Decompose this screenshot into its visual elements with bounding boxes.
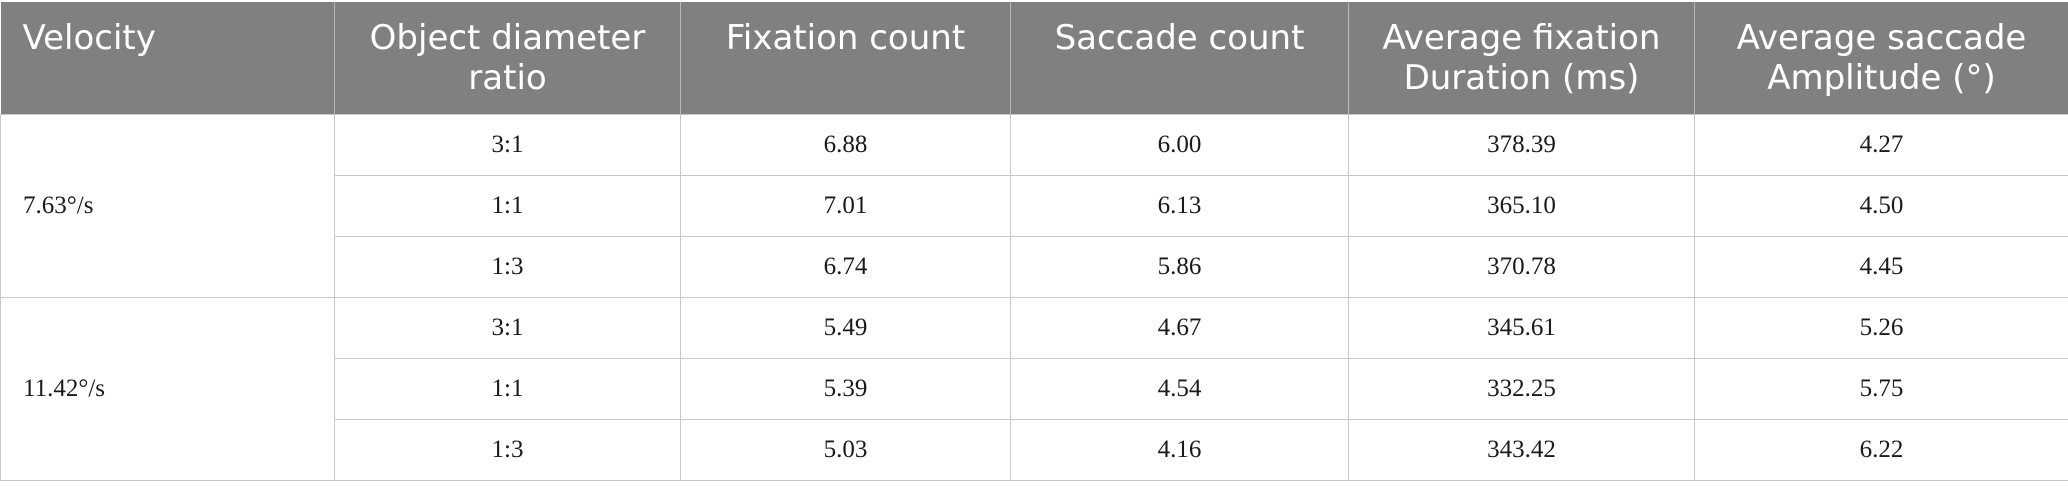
table-row: 7.63°/s 3:1 6.88 6.00 378.39 4.27 xyxy=(0,113,2068,298)
header-saccade-count: Saccade count xyxy=(1010,2,1349,114)
table-header: Velocity Object diameter ratio Fixation … xyxy=(0,2,2068,114)
table-body: 7.63°/s 3:1 6.88 6.00 378.39 4.27 1:1 7.… xyxy=(0,113,2068,481)
header-velocity: Velocity xyxy=(0,2,335,114)
fixation-count-cell: 6.88 xyxy=(680,113,1011,176)
saccade-count-cell: 6.13 xyxy=(1010,174,1349,237)
header-average-saccade-amplitude: Average saccade Amplitude (°) xyxy=(1694,2,2068,114)
header-row: Velocity Object diameter ratio Fixation … xyxy=(0,2,2068,114)
saccade-count-cell: 4.67 xyxy=(1010,296,1349,359)
ratio-cell: 3:1 xyxy=(334,296,681,359)
saccade-amplitude-cell: 4.27 xyxy=(1694,113,2068,176)
table-row: 11.42°/s 3:1 5.49 4.67 345.61 5.26 xyxy=(0,296,2068,481)
ratio-cell: 1:3 xyxy=(334,235,681,298)
saccade-amplitude-cell: 5.26 xyxy=(1694,296,2068,359)
fixation-count-cell: 7.01 xyxy=(680,174,1011,237)
table-row: 1:3 5.03 4.16 343.42 6.22 xyxy=(1,418,2068,481)
data-table: Velocity Object diameter ratio Fixation … xyxy=(0,2,2068,481)
fixation-duration-cell: 378.39 xyxy=(1348,113,1695,176)
fixation-duration-cell: 370.78 xyxy=(1348,235,1695,298)
ratio-cell: 1:1 xyxy=(334,357,681,420)
fixation-duration-cell: 365.10 xyxy=(1348,174,1695,237)
saccade-count-cell: 5.86 xyxy=(1010,235,1349,298)
header-fixation-count: Fixation count xyxy=(680,2,1011,114)
fixation-duration-cell: 343.42 xyxy=(1348,418,1695,481)
ratio-cell: 1:3 xyxy=(334,418,681,481)
table-row: 1:1 5.39 4.54 332.25 5.75 xyxy=(1,357,2068,420)
saccade-amplitude-cell: 6.22 xyxy=(1694,418,2068,481)
fixation-count-cell: 6.74 xyxy=(680,235,1011,298)
header-object-diameter-ratio: Object diameter ratio xyxy=(334,2,681,114)
fixation-duration-cell: 345.61 xyxy=(1348,296,1695,359)
fixation-count-cell: 5.49 xyxy=(680,296,1011,359)
ratio-cell: 3:1 xyxy=(334,113,681,176)
saccade-count-cell: 4.16 xyxy=(1010,418,1349,481)
saccade-amplitude-cell: 4.50 xyxy=(1694,174,2068,237)
velocity-cell: 7.63°/s xyxy=(0,113,335,298)
saccade-count-cell: 4.54 xyxy=(1010,357,1349,420)
saccade-count-cell: 6.00 xyxy=(1010,113,1349,176)
table-row: 1:3 6.74 5.86 370.78 4.45 xyxy=(1,235,2068,298)
ratio-cell: 1:1 xyxy=(334,174,681,237)
header-average-fixation-duration: Average fixation Duration (ms) xyxy=(1348,2,1695,114)
fixation-count-cell: 5.03 xyxy=(680,418,1011,481)
velocity-cell: 11.42°/s xyxy=(0,296,335,481)
saccade-amplitude-cell: 4.45 xyxy=(1694,235,2068,298)
fixation-duration-cell: 332.25 xyxy=(1348,357,1695,420)
fixation-count-cell: 5.39 xyxy=(680,357,1011,420)
saccade-amplitude-cell: 5.75 xyxy=(1694,357,2068,420)
